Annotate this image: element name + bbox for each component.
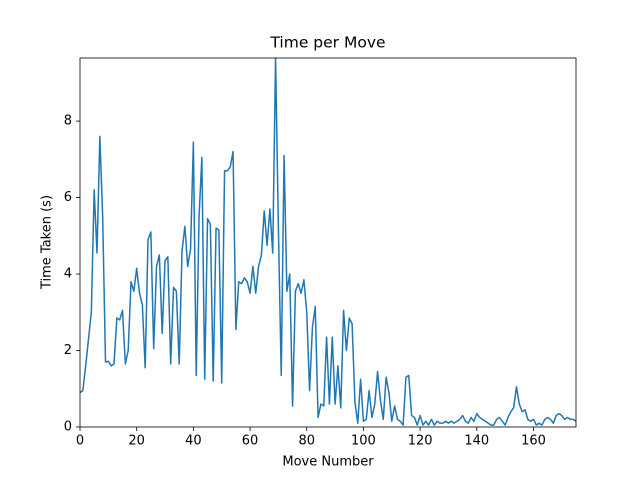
y-tick-label: 8: [64, 114, 72, 129]
plot-frame: [79, 57, 577, 428]
y-tick-label: 2: [64, 343, 72, 358]
x-tick-label: 160: [521, 434, 546, 449]
x-axis-label: Move Number: [282, 455, 374, 470]
x-tick-label: 0: [76, 434, 84, 449]
y-tick-label: 0: [64, 420, 72, 435]
y-tick-label: 6: [64, 190, 72, 205]
x-tick-label: 80: [298, 434, 315, 449]
x-tick-label: 60: [242, 434, 259, 449]
data-line: [80, 58, 576, 426]
x-tick-label: 140: [464, 434, 489, 449]
x-tick-label: 40: [185, 434, 202, 449]
chart-title: Time per Move: [269, 34, 385, 52]
x-tick-label: 120: [408, 434, 433, 449]
x-tick-label: 100: [351, 434, 376, 449]
x-tick-label: 20: [128, 434, 145, 449]
y-tick-label: 4: [64, 267, 72, 282]
y-axis-label: Time Taken (s): [40, 195, 55, 290]
